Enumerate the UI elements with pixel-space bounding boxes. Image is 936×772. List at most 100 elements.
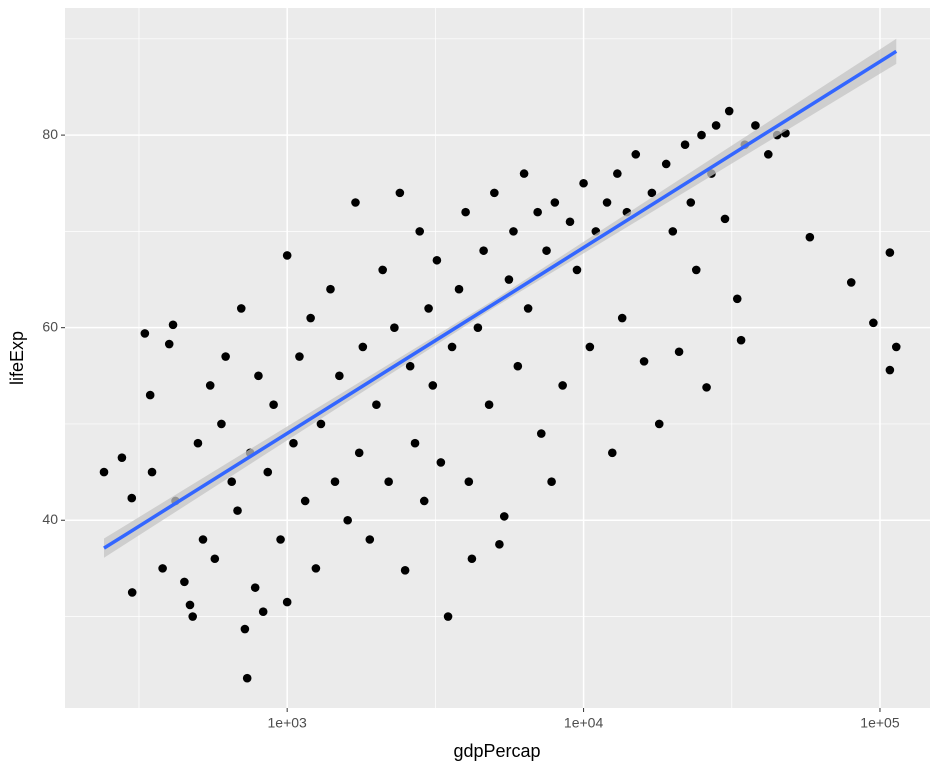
point <box>236 304 246 313</box>
point <box>282 597 292 607</box>
point <box>242 673 252 683</box>
y-axis-title: lifeExp <box>7 331 27 385</box>
point <box>400 566 410 575</box>
point <box>221 352 230 361</box>
point <box>479 246 488 255</box>
point <box>276 535 285 544</box>
point <box>335 371 344 381</box>
x-tick-label: 1e+03 <box>268 715 308 731</box>
point <box>127 588 137 597</box>
point <box>145 390 155 400</box>
point <box>550 198 560 207</box>
point <box>269 400 278 409</box>
point <box>467 554 477 564</box>
point <box>513 361 523 371</box>
point <box>378 265 387 275</box>
point <box>846 278 856 287</box>
point <box>454 284 464 294</box>
point <box>210 554 220 564</box>
point <box>289 438 298 448</box>
point <box>720 214 730 224</box>
x-tick-label: 1e+04 <box>564 715 604 731</box>
point <box>410 438 420 448</box>
y-tick-label: 80 <box>42 126 58 142</box>
point <box>240 624 250 634</box>
point <box>885 365 895 375</box>
point <box>351 198 360 207</box>
point <box>316 419 326 429</box>
point <box>311 564 321 573</box>
x-tick-label: 1e+05 <box>860 715 900 731</box>
fit-line <box>103 49 898 550</box>
y-tick-label: 60 <box>42 318 58 334</box>
point <box>428 381 438 390</box>
point <box>365 535 375 544</box>
point <box>250 583 260 592</box>
point <box>613 169 622 178</box>
point <box>436 458 446 467</box>
point <box>751 121 760 130</box>
point <box>509 227 518 236</box>
point <box>395 188 405 198</box>
point <box>447 342 457 352</box>
point <box>99 467 109 477</box>
point <box>306 313 315 323</box>
point <box>702 383 711 392</box>
point <box>490 188 499 198</box>
point <box>198 535 208 544</box>
point <box>542 246 551 255</box>
point <box>519 169 529 178</box>
point <box>647 188 657 198</box>
point <box>158 564 167 573</box>
point <box>140 329 150 338</box>
point <box>384 477 393 487</box>
point <box>579 178 588 188</box>
point <box>164 339 174 349</box>
point <box>227 477 237 487</box>
point <box>572 265 582 275</box>
point <box>697 130 706 140</box>
point <box>639 357 649 366</box>
point <box>558 381 567 390</box>
point <box>732 294 742 304</box>
point <box>533 207 542 217</box>
point <box>499 512 509 521</box>
point <box>504 275 514 284</box>
point <box>258 607 268 617</box>
point <box>147 467 157 477</box>
point <box>607 448 617 458</box>
point <box>602 198 612 207</box>
point <box>461 207 470 217</box>
point <box>358 342 368 352</box>
point <box>419 496 429 506</box>
point <box>330 477 340 487</box>
point <box>205 381 215 390</box>
point <box>432 255 442 265</box>
point <box>724 106 734 116</box>
point <box>193 438 203 448</box>
point <box>282 251 292 260</box>
point <box>263 467 273 477</box>
point <box>185 600 195 610</box>
point <box>536 429 546 438</box>
point <box>631 150 641 159</box>
point <box>869 318 878 328</box>
point <box>390 323 399 332</box>
point <box>585 342 595 352</box>
point <box>188 612 197 621</box>
point <box>233 506 242 515</box>
point <box>764 150 773 159</box>
point <box>343 515 352 525</box>
point <box>711 121 721 130</box>
point <box>674 347 684 357</box>
point <box>295 352 304 361</box>
point <box>885 248 895 257</box>
point <box>668 227 678 236</box>
point <box>168 320 178 330</box>
point <box>805 232 815 242</box>
point <box>661 159 671 169</box>
y-tick-label: 40 <box>42 511 58 527</box>
point <box>484 400 494 409</box>
point <box>691 265 701 275</box>
